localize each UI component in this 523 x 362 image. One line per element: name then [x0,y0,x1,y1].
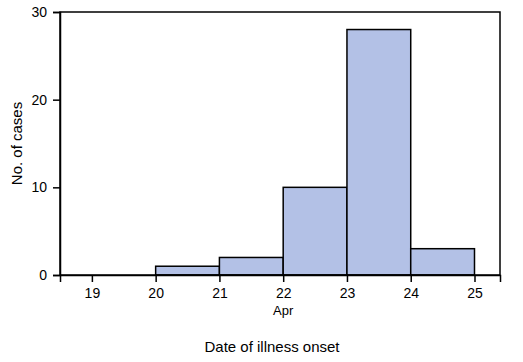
x-tick: 22 [276,275,292,301]
x-tick-label: 22 [276,285,292,301]
x-tick-mark [474,275,476,282]
x-tick-mark [219,275,221,282]
x-tick-label: 24 [403,285,419,301]
y-tick: 10 [31,179,60,195]
chart: 19 20 21 22 23 24 25 0 10 20 30 Apr Date of illness … [0,0,523,362]
x-tick-mark [410,275,412,282]
x-tick-label: 19 [85,285,101,301]
bar [347,30,411,275]
y-axis-line [53,13,61,276]
x-tick-label: 25 [467,285,483,301]
x-tick-mark [283,275,285,282]
y-tick-label: 10 [31,179,47,195]
x-axis-line [61,276,501,283]
y-tick-label: 0 [39,267,47,283]
x-tick: 19 [85,275,101,301]
x-tick-mark [155,275,157,282]
y-tick: 0 [39,267,60,283]
bar [411,249,475,275]
y-tick: 20 [31,92,60,108]
bars [156,30,475,275]
annotation: Apr [273,303,294,318]
x-tick-mark [347,275,349,282]
x-tick-label: 21 [212,285,228,301]
y-tick-mark [53,275,60,277]
x-axis: 19 20 21 22 23 24 25 [61,275,501,301]
y-tick-mark [53,99,60,101]
x-tick: 23 [340,275,356,301]
x-tick: 20 [148,275,164,301]
x-tick: 25 [467,275,483,301]
y-tick-mark [53,12,60,14]
y-axis-title: No. of cases [8,102,25,185]
bar [219,257,283,275]
x-tick-label: 23 [340,285,356,301]
y-tick-label: 20 [31,92,47,108]
x-tick-mark [92,275,94,282]
y-axis: 0 10 20 30 [31,4,60,283]
y-tick-label: 30 [31,4,47,20]
bar [283,187,347,275]
bar [156,266,220,275]
y-tick: 30 [31,4,60,20]
plot-frame [60,12,500,275]
x-tick-label: 20 [148,285,164,301]
x-axis-title: Date of illness onset [204,338,340,355]
x-tick: 24 [403,275,419,301]
x-tick: 21 [212,275,228,301]
y-tick-mark [53,187,60,189]
